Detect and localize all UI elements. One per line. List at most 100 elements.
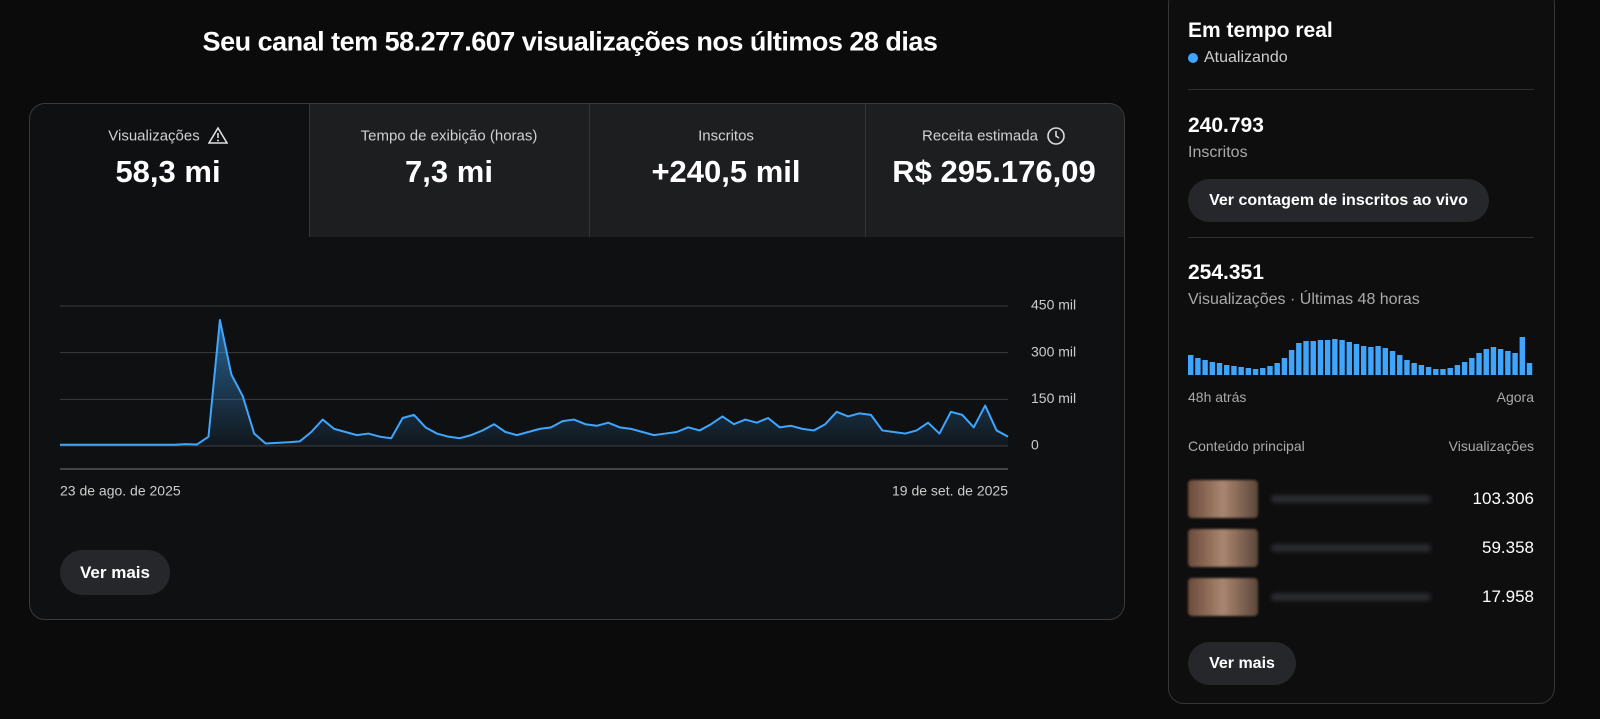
realtime-bar <box>1389 351 1396 375</box>
realtime-bar <box>1404 360 1410 375</box>
x-tick-label: 23 de ago. de 2025 <box>60 483 181 499</box>
realtime-bar <box>1497 349 1504 375</box>
metric-value: R$ 295.176,09 <box>892 154 1096 189</box>
realtime-bar <box>1454 365 1461 375</box>
y-tick-label: 300 mil <box>1031 343 1076 359</box>
views-count: 254.351 <box>1188 261 1264 284</box>
page-title: Seu canal tem 58.277.607 visualizações n… <box>202 26 938 57</box>
realtime-bar <box>1447 368 1453 375</box>
realtime-bar <box>1296 343 1302 375</box>
realtime-bar <box>1332 339 1338 375</box>
metric-tab[interactable] <box>589 104 866 237</box>
realtime-bar <box>1346 342 1352 375</box>
realtime-bar <box>1310 341 1316 375</box>
realtime-bar <box>1224 365 1230 375</box>
realtime-bar <box>1317 340 1324 375</box>
realtime-bar <box>1274 363 1280 375</box>
bars-start-label: 48h atrás <box>1188 389 1247 405</box>
status-dot <box>1188 53 1198 63</box>
more-button[interactable]: Ver mais <box>1188 642 1296 685</box>
metric-label: Visualizações <box>108 127 200 145</box>
blurred-title <box>1271 593 1431 601</box>
table-header: Visualizações <box>1448 438 1534 454</box>
metric-value: 7,3 mi <box>405 154 493 189</box>
realtime-bar <box>1216 363 1223 375</box>
metric-label: Tempo de exibição (horas) <box>360 127 538 145</box>
realtime-bar <box>1260 368 1266 375</box>
button-label: Ver mais <box>80 562 150 582</box>
y-tick-label: 0 <box>1031 437 1039 453</box>
realtime-bar <box>1353 344 1360 375</box>
realtime-bar <box>1188 355 1194 375</box>
y-tick-label: 150 mil <box>1031 390 1076 406</box>
bars-end-label: Agora <box>1496 389 1534 405</box>
realtime-bar <box>1281 358 1288 375</box>
metric-value: +240,5 mil <box>651 154 801 189</box>
thumbnail[interactable] <box>1188 529 1258 567</box>
clock-icon <box>1047 127 1065 145</box>
realtime-bar <box>1418 365 1425 375</box>
realtime-bar <box>1195 358 1201 375</box>
realtime-bar <box>1382 348 1389 375</box>
realtime-bar <box>1361 346 1367 375</box>
realtime-bar <box>1375 346 1381 375</box>
realtime-bar <box>1267 366 1273 375</box>
realtime-bar <box>1339 340 1345 375</box>
realtime-bar <box>1433 369 1439 375</box>
warning-icon <box>208 126 228 144</box>
realtime-bar <box>1202 360 1208 375</box>
metrics-card <box>29 103 1125 620</box>
item-views: 103.306 <box>1472 489 1534 508</box>
realtime-bar <box>1245 368 1252 375</box>
thumbnail[interactable] <box>1188 480 1258 518</box>
y-tick-label: 450 mil <box>1031 297 1076 313</box>
realtime-bar <box>1519 337 1525 375</box>
realtime-bar <box>1288 350 1295 375</box>
metric-tab[interactable] <box>865 104 1124 237</box>
realtime-bar <box>1476 353 1482 375</box>
separator <box>1188 237 1534 238</box>
panel-title: Em tempo real <box>1188 19 1333 42</box>
realtime-bar <box>1469 358 1475 375</box>
realtime-bar <box>1461 362 1468 375</box>
metric-label: Inscritos <box>698 127 754 145</box>
live-count-button[interactable]: Ver contagem de inscritos ao vivo <box>1188 179 1489 222</box>
realtime-bar <box>1512 353 1518 375</box>
x-tick-label: 19 de set. de 2025 <box>892 483 1008 499</box>
item-views: 17.958 <box>1482 587 1534 606</box>
separator <box>1188 89 1534 90</box>
realtime-bar <box>1238 367 1244 375</box>
realtime-bar <box>1397 355 1403 375</box>
realtime-bar <box>1483 349 1489 375</box>
blurred-title <box>1271 544 1431 552</box>
views-label: Visualizações · Últimas 48 horas <box>1188 291 1420 308</box>
subscriber-count: 240.793 <box>1188 114 1264 137</box>
line <box>60 319 1009 446</box>
realtime-bar <box>1368 347 1374 375</box>
more-button[interactable]: Ver mais <box>60 550 170 595</box>
status: Atualizando <box>1204 49 1288 66</box>
realtime-bar <box>1526 363 1533 375</box>
realtime-bar <box>1303 341 1309 375</box>
realtime-bar <box>1231 366 1237 375</box>
metric-tab[interactable] <box>309 104 590 237</box>
blurred-title <box>1271 495 1431 503</box>
button-label: Ver contagem de inscritos ao vivo <box>1209 191 1468 209</box>
realtime-bar <box>1324 340 1331 375</box>
button-label: Ver mais <box>1209 654 1275 672</box>
subscriber-label: Inscritos <box>1188 144 1248 161</box>
metric-label: Receita estimada <box>922 127 1038 145</box>
realtime-bar <box>1252 369 1259 375</box>
realtime-bar <box>1425 367 1432 375</box>
realtime-bar <box>1505 351 1511 375</box>
thumbnail[interactable] <box>1188 578 1258 616</box>
realtime-bar <box>1209 362 1216 375</box>
realtime-bar <box>1411 363 1417 375</box>
area-fill <box>60 320 1008 446</box>
realtime-bar <box>1490 347 1497 375</box>
item-views: 59.358 <box>1482 538 1534 557</box>
metric-value: 58,3 mi <box>115 154 221 189</box>
table-header: Conteúdo principal <box>1188 438 1305 454</box>
